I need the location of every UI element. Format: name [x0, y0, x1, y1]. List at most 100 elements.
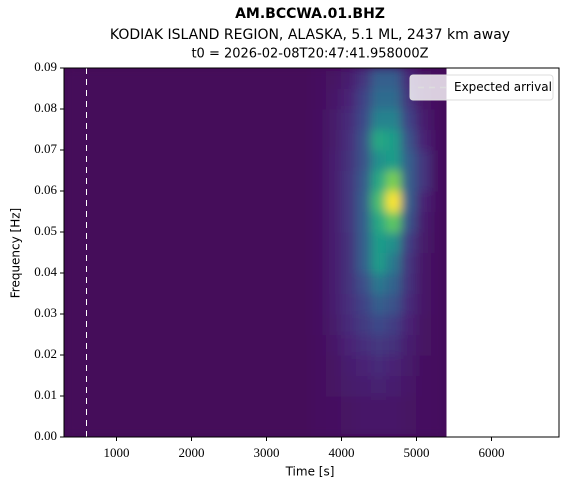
- heatmap-cell: [371, 354, 387, 376]
- heatmap-cell: [416, 293, 432, 315]
- heatmap-cell: [431, 375, 447, 397]
- heatmap-cell: [401, 129, 417, 151]
- heatmap-cell: [416, 272, 432, 294]
- heatmap-cell: [386, 293, 402, 315]
- heatmap-cell: [311, 334, 327, 356]
- heatmap-cell: [64, 211, 312, 233]
- heatmap-cell: [311, 375, 327, 397]
- heatmap-cell: [326, 231, 342, 253]
- heatmap-cell: [431, 334, 447, 356]
- heatmap-cell: [356, 354, 372, 376]
- heatmap-cell: [311, 88, 327, 110]
- heatmap-cell: [64, 334, 312, 356]
- heatmap-cell: [431, 211, 447, 233]
- heatmap-cell: [311, 313, 327, 335]
- heatmap-cell: [401, 149, 417, 171]
- heatmap-cell: [386, 416, 402, 437]
- heatmap-cell: [371, 108, 387, 130]
- heatmap-cell: [326, 211, 342, 233]
- heatmap-cell: [386, 354, 402, 376]
- heatmap-cell: [401, 190, 417, 212]
- heatmap-cell: [416, 354, 432, 376]
- y-tick-label: 0.00: [34, 428, 57, 443]
- heatmap-cell: [416, 170, 432, 192]
- heatmap-cell: [371, 88, 387, 110]
- heatmap-cell: [311, 149, 327, 171]
- heatmap-cell: [371, 190, 387, 212]
- x-tick-label: 5000: [404, 445, 430, 460]
- heatmap-cell: [416, 252, 432, 274]
- y-tick-label: 0.08: [34, 100, 57, 115]
- heatmap-cell: [356, 190, 372, 212]
- y-tick-label: 0.01: [34, 387, 57, 402]
- heatmap-cell: [356, 211, 372, 233]
- heatmap-cell: [431, 252, 447, 274]
- heatmap-cell: [326, 313, 342, 335]
- heatmap-cell: [371, 211, 387, 233]
- x-tick-label: 6000: [479, 445, 505, 460]
- heatmap-cell: [64, 354, 312, 376]
- heatmap-cell: [341, 334, 357, 356]
- heatmap-cell: [431, 190, 447, 212]
- heatmap-cell: [64, 272, 312, 294]
- x-axis-label: Time [s]: [285, 465, 335, 479]
- heatmap-cell: [371, 313, 387, 335]
- heatmap-cell: [416, 334, 432, 356]
- heatmap-cell: [64, 416, 312, 437]
- heatmap-cell: [386, 129, 402, 151]
- heatmap-cell: [64, 395, 312, 417]
- heatmap-cell: [341, 252, 357, 274]
- heatmap-cell: [371, 170, 387, 192]
- heatmap-cell: [311, 252, 327, 274]
- heatmap-cell: [386, 190, 402, 212]
- heatmap-cell: [326, 190, 342, 212]
- chart-subtitle: t0 = 2026-02-08T20:47:41.958000Z: [191, 47, 428, 62]
- heatmap-cell: [416, 395, 432, 417]
- heatmap-cell: [401, 334, 417, 356]
- heatmap-cell: [386, 88, 402, 110]
- heatmap-cell: [356, 416, 372, 437]
- heatmap-cell: [416, 190, 432, 212]
- heatmap-cell: [386, 395, 402, 417]
- heatmap-cell: [311, 211, 327, 233]
- heatmap-cell: [431, 354, 447, 376]
- heatmap-cell: [401, 293, 417, 315]
- heatmap-cells: [64, 68, 447, 437]
- heatmap-cell: [386, 272, 402, 294]
- heatmap-cell: [341, 375, 357, 397]
- heatmap-cell: [341, 170, 357, 192]
- heatmap-cell: [431, 170, 447, 192]
- y-tick-label: 0.05: [34, 223, 57, 238]
- heatmap-cell: [431, 129, 447, 151]
- heatmap-cell: [64, 129, 312, 151]
- heatmap-cell: [64, 375, 312, 397]
- heatmap-cell: [356, 170, 372, 192]
- chart-title: AM.BCCWA.01.BHZ: [235, 6, 385, 22]
- heatmap-cell: [311, 190, 327, 212]
- heatmap-cell: [401, 395, 417, 417]
- heatmap-cell: [386, 252, 402, 274]
- heatmap-cell: [64, 108, 312, 130]
- heatmap-cell: [401, 252, 417, 274]
- heatmap-cell: [311, 416, 327, 437]
- legend-label: Expected arrival: [454, 80, 552, 94]
- heatmap-cell: [311, 170, 327, 192]
- heatmap-cell: [341, 68, 357, 89]
- heatmap-cell: [356, 129, 372, 151]
- heatmap-cell: [64, 170, 312, 192]
- heatmap-cell: [431, 231, 447, 253]
- heatmap-cell: [356, 375, 372, 397]
- heatmap-cell: [341, 395, 357, 417]
- heatmap-cell: [431, 149, 447, 171]
- heatmap-cell: [311, 108, 327, 130]
- heatmap-cell: [386, 313, 402, 335]
- y-axis-label: Frequency [Hz]: [9, 208, 23, 299]
- chart-subtitle: KODIAK ISLAND REGION, ALASKA, 5.1 ML, 24…: [110, 27, 510, 43]
- heatmap-cell: [386, 149, 402, 171]
- heatmap-cell: [416, 129, 432, 151]
- heatmap-cell: [326, 170, 342, 192]
- heatmap-cell: [356, 108, 372, 130]
- heatmap-cell: [371, 252, 387, 274]
- heatmap-cell: [401, 170, 417, 192]
